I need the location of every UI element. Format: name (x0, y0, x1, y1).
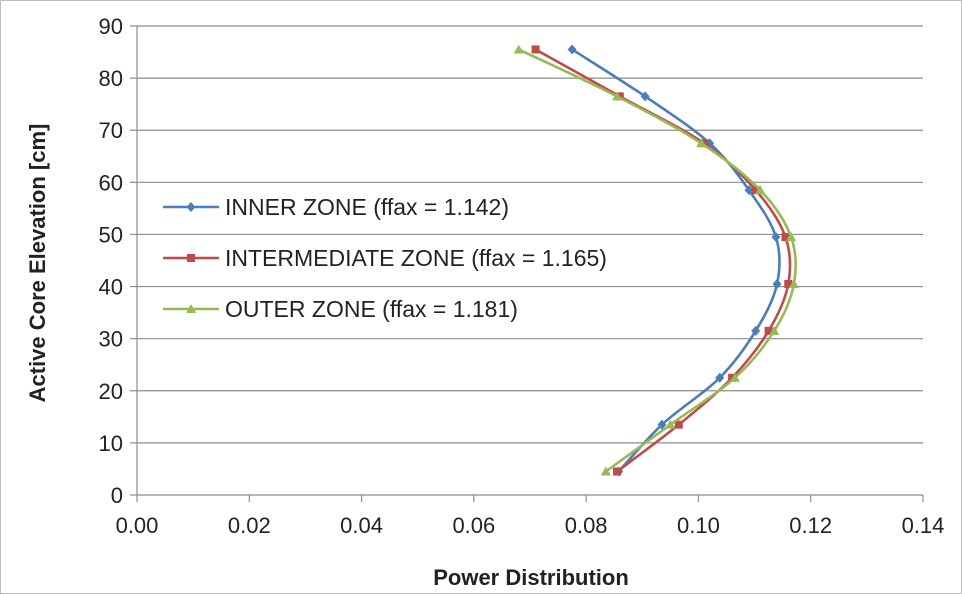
y-tick-label: 30 (99, 327, 123, 352)
y-tick-label: 0 (111, 483, 123, 508)
legend: INNER ZONE (ffax = 1.142) INTERMEDIATE ZO… (163, 194, 607, 322)
series-line (518, 48, 797, 473)
data-point (755, 185, 766, 195)
series-3 (513, 44, 799, 476)
data-point (771, 232, 781, 243)
x-tick-label: 0.14 (902, 513, 945, 538)
x-tick-label: 0.00 (116, 513, 159, 538)
data-point (513, 44, 524, 54)
data-point (674, 420, 683, 429)
x-tick-label: 0.12 (789, 513, 832, 538)
series-line (571, 48, 781, 473)
legend-swatch-marker (186, 202, 196, 212)
data-point (772, 278, 782, 289)
y-tick-label: 10 (99, 431, 123, 456)
x-tick-label: 0.04 (340, 513, 383, 538)
x-axis-title: Power Distribution (433, 565, 629, 590)
data-point (788, 278, 799, 288)
data-point (567, 44, 577, 55)
data-point (784, 279, 793, 288)
data-point (700, 139, 709, 148)
data-point (751, 186, 760, 195)
data-point (715, 372, 725, 383)
series-lines (513, 44, 799, 477)
data-point (696, 138, 707, 148)
y-tick-label: 90 (99, 14, 123, 39)
gridlines (137, 25, 923, 496)
data-point (769, 325, 780, 335)
data-point (612, 91, 623, 101)
legend-item: INTERMEDIATE ZONE (ffax = 1.165) (163, 245, 607, 271)
legend-item: INNER ZONE (ffax = 1.142) (163, 194, 509, 220)
data-point (531, 45, 540, 54)
x-tick-label: 0.08 (565, 513, 608, 538)
legend-swatch-marker (186, 304, 196, 313)
x-tick-label: 0.06 (452, 513, 495, 538)
y-tick-label: 40 (99, 275, 123, 300)
data-point (781, 233, 790, 242)
y-tick-label: 20 (99, 379, 123, 404)
y-axis-title: Active Core Elevation [cm] (25, 124, 50, 403)
data-point (665, 419, 676, 429)
data-point (786, 232, 797, 242)
data-point (657, 419, 667, 430)
data-point (764, 326, 773, 335)
data-point (640, 91, 650, 102)
legend-label: OUTER ZONE (ffax = 1.181) (225, 296, 518, 322)
x-tick-label: 0.02 (228, 513, 271, 538)
data-point (613, 467, 622, 476)
data-point (600, 466, 611, 476)
data-point (744, 185, 754, 196)
legend-item: OUTER ZONE (ffax = 1.181) (163, 296, 518, 322)
y-tick-label: 60 (99, 170, 123, 195)
y-tick-label: 50 (99, 222, 123, 247)
y-tick-label: 80 (99, 66, 123, 91)
legend-label: INNER ZONE (ffax = 1.142) (225, 194, 509, 220)
data-point (751, 325, 761, 336)
legend-swatch-marker (187, 254, 195, 262)
data-point (728, 373, 737, 382)
y-tick-label: 70 (99, 118, 123, 143)
axes: 0 10 20 30 40 50 60 70 80 90 0.00 0.02 0.04 0.06 0.08 0… (99, 14, 945, 538)
x-tick-label: 0.10 (677, 513, 720, 538)
data-point (729, 372, 740, 382)
legend-label: INTERMEDIATE ZONE (ffax = 1.165) (225, 245, 607, 271)
